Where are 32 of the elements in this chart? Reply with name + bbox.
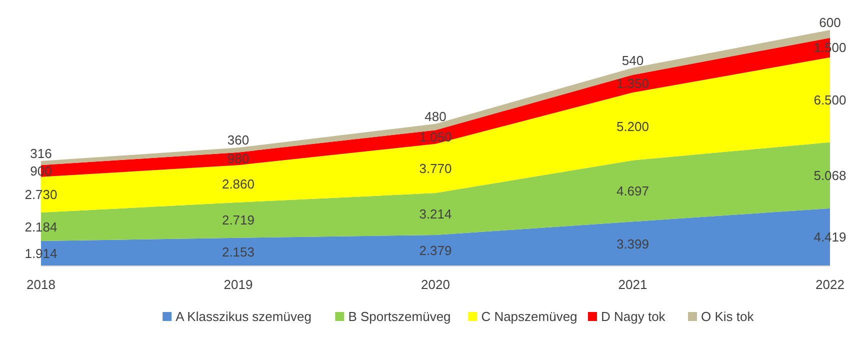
data-label: 1.350 bbox=[616, 76, 650, 92]
legend-label: B Sportszemüveg bbox=[348, 309, 451, 324]
data-label: 4.419 bbox=[814, 230, 846, 245]
data-label: 4.697 bbox=[616, 184, 650, 199]
legend-label: C Napszemüveg bbox=[481, 309, 578, 324]
data-label: 2.184 bbox=[24, 219, 58, 234]
data-label: 316 bbox=[30, 146, 52, 162]
data-label: 3.399 bbox=[616, 236, 650, 252]
data-label: 360 bbox=[227, 132, 250, 148]
data-label: 480 bbox=[424, 108, 446, 124]
data-label: 2.379 bbox=[419, 242, 452, 258]
data-label: 980 bbox=[227, 151, 250, 166]
data-label: 5.068 bbox=[814, 168, 846, 183]
x-tick-label: 2022 bbox=[816, 277, 844, 292]
data-label: 2.730 bbox=[24, 187, 58, 202]
data-label: 600 bbox=[819, 15, 841, 30]
data-label: 3.770 bbox=[419, 160, 452, 176]
data-label: 2.719 bbox=[222, 212, 255, 228]
data-label: 3.214 bbox=[419, 206, 452, 222]
x-tick-label: 2018 bbox=[26, 277, 56, 292]
legend-label: D Nagy tok bbox=[601, 309, 666, 324]
data-label: 900 bbox=[30, 164, 52, 179]
data-label: 1.050 bbox=[419, 129, 452, 144]
legend-label: O Kis tok bbox=[701, 309, 754, 324]
x-tick-label: 2021 bbox=[618, 277, 648, 292]
data-label: 2.860 bbox=[222, 176, 255, 192]
x-tick-label: 2020 bbox=[421, 277, 450, 292]
data-label: 5.200 bbox=[616, 118, 650, 134]
x-tick-label: 2019 bbox=[224, 277, 253, 292]
data-label: 2.153 bbox=[222, 244, 255, 260]
data-label: 540 bbox=[622, 52, 644, 68]
legend-label: A Klasszikus szemüveg bbox=[176, 309, 312, 324]
